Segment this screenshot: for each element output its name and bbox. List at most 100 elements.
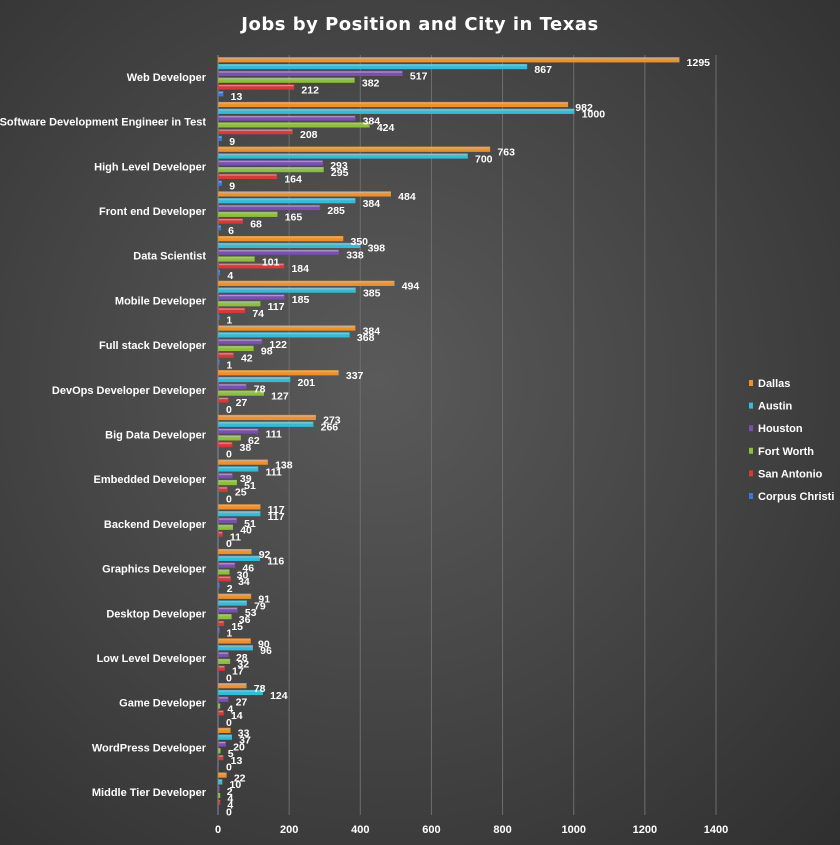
- data-label-houston: 285: [327, 205, 345, 217]
- category-label: Backend Developer: [104, 519, 207, 531]
- x-tick-label: 1000: [561, 824, 585, 836]
- category-label: Software Development Engineer in Test: [0, 117, 206, 129]
- data-label-corpus-christi: 0: [226, 806, 232, 818]
- bar-fort-worth: [218, 77, 355, 83]
- bar-fort-worth: [218, 435, 241, 441]
- data-label-austin: 384: [363, 198, 381, 210]
- bar-austin: [218, 689, 263, 696]
- bar-corpus-christi: [218, 91, 224, 97]
- data-label-dallas: 763: [497, 147, 515, 159]
- data-label-houston: 39: [240, 473, 252, 485]
- bar-houston: [218, 204, 321, 211]
- bar-austin: [218, 287, 356, 293]
- data-label-corpus-christi: 4: [227, 270, 233, 282]
- bar-austin: [218, 108, 575, 114]
- bar-austin: [218, 645, 253, 651]
- category-label: Big Data Developer: [105, 430, 207, 442]
- data-label-houston: 122: [269, 339, 287, 351]
- category-label: Embedded Developer: [94, 474, 207, 486]
- data-label-fort-worth: 40: [240, 525, 252, 537]
- data-label-austin: 700: [475, 153, 493, 165]
- data-label-fort-worth: 165: [285, 212, 303, 224]
- legend-label-dallas: Dallas: [758, 378, 790, 390]
- bar-austin: [218, 64, 528, 70]
- data-label-corpus-christi: 9: [229, 136, 235, 148]
- data-label-dallas: 337: [346, 370, 364, 382]
- legend-label-corpus-christi: Corpus Christi: [758, 491, 834, 503]
- data-label-dallas: 484: [398, 191, 416, 203]
- bar-houston: [218, 473, 233, 479]
- legend-marker-dallas: [749, 380, 753, 386]
- data-label-houston: 185: [292, 294, 310, 306]
- data-label-fort-worth: 5: [228, 748, 234, 760]
- data-label-houston: 20: [233, 741, 245, 753]
- legend-label-austin: Austin: [758, 401, 793, 413]
- bar-dallas: [218, 236, 344, 242]
- bar-fort-worth: [218, 301, 261, 307]
- bar-dallas: [218, 727, 231, 733]
- data-label-dallas: 1295: [687, 57, 711, 69]
- category-label: Full stack Developer: [99, 340, 207, 352]
- category-label: Desktop Developer: [106, 608, 206, 620]
- data-label-austin: 116: [267, 556, 284, 568]
- data-label-san-antonio: 13: [231, 755, 243, 767]
- x-tick-label: 400: [351, 824, 369, 836]
- bar-san-antonio: [218, 710, 224, 716]
- bar-austin: [218, 242, 361, 249]
- bar-san-antonio: [218, 576, 231, 582]
- data-label-dallas: 350: [351, 236, 369, 248]
- category-label: Web Developer: [127, 72, 207, 84]
- data-label-corpus-christi: 13: [231, 91, 243, 103]
- bar-austin: [218, 511, 261, 517]
- data-label-houston: 27: [236, 697, 248, 709]
- legend-marker-austin: [749, 402, 753, 409]
- bar-san-antonio: [218, 84, 295, 90]
- bar-houston: [218, 428, 259, 434]
- data-label-san-antonio: 15: [231, 621, 243, 633]
- bar-houston: [218, 249, 340, 255]
- bar-fort-worth: [218, 703, 221, 709]
- data-label-corpus-christi: 1: [226, 359, 232, 371]
- bar-fort-worth: [218, 211, 278, 217]
- bar-san-antonio: [218, 218, 243, 224]
- bar-dallas: [218, 459, 268, 465]
- x-tick-label: 800: [493, 824, 511, 836]
- data-label-houston: 517: [410, 71, 428, 83]
- data-label-corpus-christi: 0: [226, 762, 232, 774]
- bar-houston: [218, 160, 324, 166]
- data-label-corpus-christi: 0: [226, 404, 232, 416]
- data-label-san-antonio: 38: [240, 442, 252, 454]
- data-label-san-antonio: 42: [241, 353, 253, 365]
- data-label-corpus-christi: 1: [226, 628, 232, 640]
- data-label-fort-worth: 382: [362, 78, 380, 90]
- legend-label-fort-worth: Fort Worth: [758, 446, 814, 458]
- bar-dallas: [218, 414, 316, 421]
- data-label-houston: 46: [242, 562, 254, 574]
- data-label-austin: 368: [357, 332, 375, 344]
- data-label-san-antonio: 11: [230, 531, 241, 543]
- bar-fort-worth: [218, 524, 234, 530]
- bar-corpus-christi: [218, 627, 220, 633]
- data-label-dallas: 138: [275, 459, 293, 471]
- category-label: Game Developer: [119, 698, 207, 710]
- data-label-san-antonio: 184: [291, 263, 309, 275]
- bar-dallas: [218, 191, 391, 197]
- bar-houston: [218, 562, 236, 568]
- category-label: Data Scientist: [133, 251, 206, 263]
- data-label-corpus-christi: 1: [226, 315, 232, 327]
- bar-san-antonio: [218, 397, 229, 403]
- x-tick-label: 1200: [633, 824, 657, 836]
- data-label-fort-worth: 4: [227, 793, 233, 805]
- bar-dallas: [218, 504, 261, 510]
- bar-houston: [218, 339, 263, 345]
- bar-corpus-christi: [218, 270, 221, 276]
- x-tick-label: 600: [422, 824, 440, 836]
- bar-austin: [218, 734, 232, 740]
- data-label-houston: 78: [254, 384, 266, 396]
- data-label-dallas: 22: [234, 772, 246, 784]
- data-label-san-antonio: 212: [301, 84, 319, 96]
- bar-fort-worth: [218, 390, 264, 396]
- bar-fort-worth: [218, 614, 232, 620]
- legend: Dallas Austin Houston Fort Worth San Antonio…: [749, 378, 834, 503]
- data-labels: 1295867517382212139821000384424208976370…: [226, 57, 710, 818]
